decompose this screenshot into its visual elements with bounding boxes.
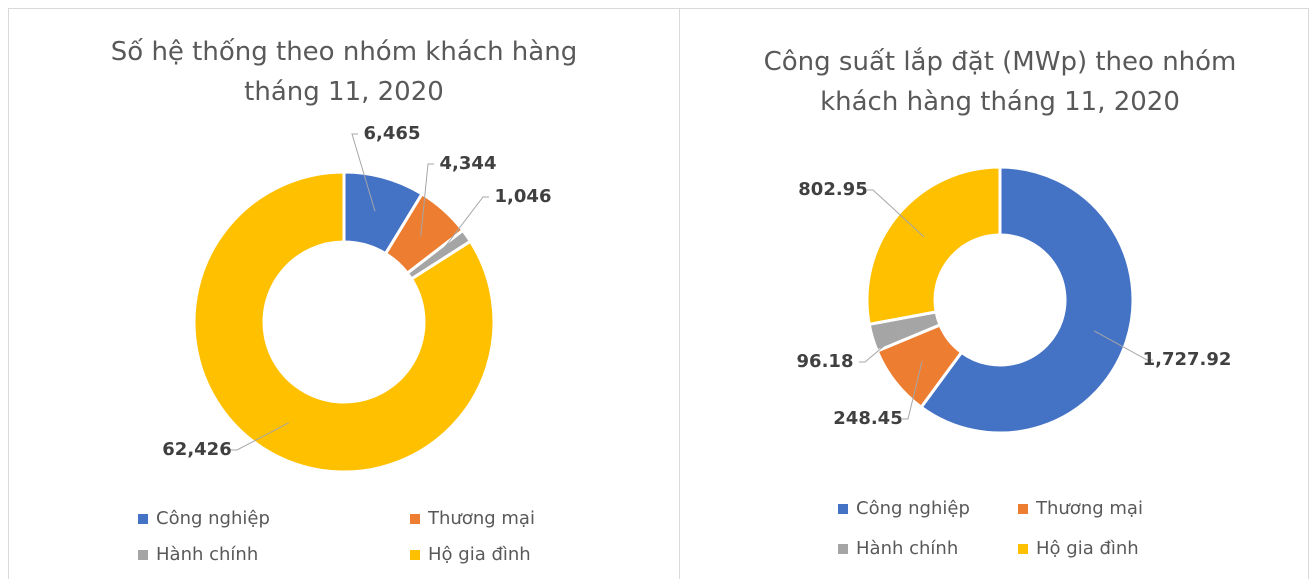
data-label: 4,344: [440, 153, 497, 174]
legend-label: Hộ gia đình: [1036, 538, 1139, 559]
legend-item: Hộ gia đình: [1018, 538, 1139, 559]
data-label: 96.18: [797, 351, 854, 372]
donut-slice: [865, 165, 1002, 327]
legend-item: Thương mại: [1018, 498, 1143, 519]
leader-line: [420, 163, 434, 237]
legend-item: Hành chính: [838, 538, 958, 559]
legend-label: Thương mại: [1036, 498, 1143, 519]
data-label: 1,046: [495, 186, 552, 207]
leader-line: [231, 422, 289, 451]
legend-item: Công nghiệp: [138, 508, 270, 529]
chart-title: Số hệ thống theo nhóm khách hàng tháng 1…: [110, 37, 578, 107]
leader-line: [859, 327, 906, 363]
legend-label: Hành chính: [156, 544, 259, 565]
legend-swatch: [838, 503, 848, 514]
legend-item: Thương mại: [410, 508, 535, 529]
legend-item: Hộ gia đình: [410, 544, 531, 565]
legend-label: Công nghiệp: [856, 498, 970, 519]
chart-title: Công suất lắp đặt (MWp) theo nhóm khách …: [763, 47, 1237, 117]
legend-swatch: [1018, 543, 1028, 554]
leader-line: [1093, 330, 1153, 361]
data-label: 248.45: [833, 408, 902, 429]
leader-line: [867, 189, 925, 238]
leader-line: [437, 196, 489, 257]
data-label: 62,426: [162, 439, 231, 460]
legend-label: Hành chính: [856, 538, 959, 559]
legend-item: Công nghiệp: [838, 498, 970, 519]
legend-swatch: [138, 549, 148, 560]
data-label: 1,727.92: [1143, 349, 1232, 370]
data-label: 802.95: [798, 179, 867, 200]
data-label: 6,465: [364, 123, 421, 144]
legend-swatch: [838, 543, 848, 554]
legend-label: Công nghiệp: [156, 508, 270, 529]
leader-line: [351, 133, 376, 212]
legend-swatch: [138, 513, 148, 524]
legend-swatch: [1018, 503, 1028, 514]
legend-item: Hành chính: [138, 544, 258, 565]
donut-slice: [192, 170, 496, 474]
leader-line: [902, 360, 923, 420]
legend-swatch: [410, 513, 420, 524]
donut-slice: [919, 165, 1135, 435]
legend-label: Hộ gia đình: [428, 544, 531, 565]
legend-swatch: [410, 549, 420, 560]
legend-label: Thương mại: [428, 508, 535, 529]
chart-panel: [679, 8, 1309, 579]
